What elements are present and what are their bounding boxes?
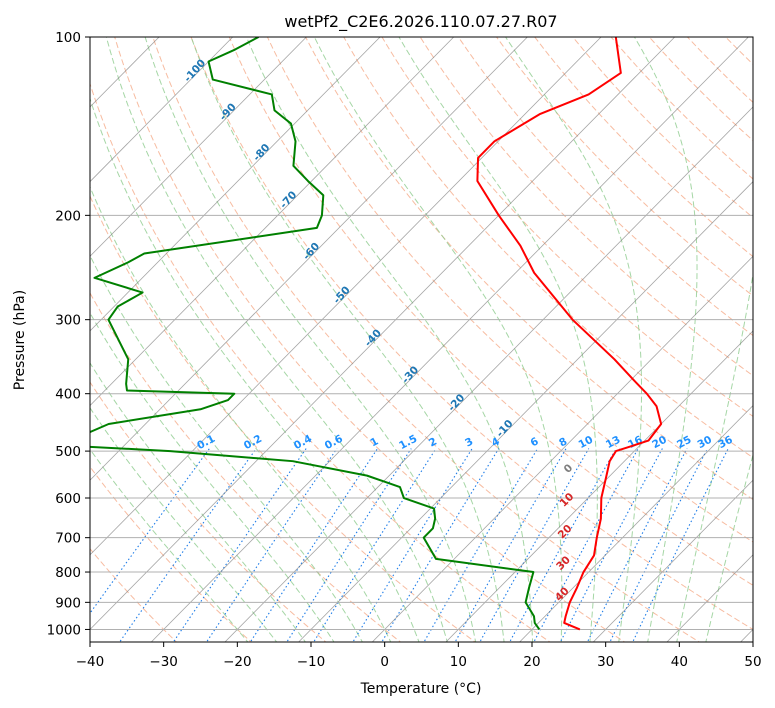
isotherm-line [90, 37, 381, 332]
mixing-ratio-line [249, 448, 379, 642]
isotherm-line [90, 37, 234, 183]
mixing-ratio-line [352, 448, 473, 642]
isotherm-line [592, 479, 753, 642]
chart-title: wetPf2_C2E6.2026.110.07.27.R07 [284, 12, 557, 32]
x-tick-label: 40 [671, 654, 688, 670]
mixing-ratio-line [286, 448, 412, 642]
y-tick-label: 600 [55, 491, 81, 507]
x-axis: −40 −30 −20 −10 0 10 20 30 40 50 [76, 642, 762, 670]
moist-adiabat [313, 37, 563, 642]
moist-adiabat [504, 37, 643, 642]
y-axis-title: Pressure (hPa) [12, 290, 28, 390]
dry-adiabat [457, 37, 753, 337]
mixing-ratio-line [509, 448, 617, 642]
dry-adiabat [343, 37, 753, 459]
dry-adiabat [228, 37, 753, 586]
y-tick-label: 700 [55, 531, 81, 547]
plot-area: -100-90-80-70-60-50-40-30-20-10 01020304… [90, 37, 753, 642]
moist-adiabat [105, 37, 448, 642]
mixing-ratio-line [479, 448, 590, 642]
x-tick-label: 50 [744, 654, 761, 670]
moist-adiabat [90, 311, 335, 642]
dry-adiabat [90, 194, 477, 642]
sounding-profiles [90, 37, 663, 631]
isotherm-line [371, 255, 753, 642]
moist-adiabat [245, 37, 534, 642]
moist-adiabat [144, 37, 477, 642]
isotherm-line [519, 404, 753, 642]
plot-frame [89, 36, 754, 643]
mixing-ratio-line [205, 448, 338, 642]
isotherm-line [90, 37, 676, 631]
isotherm-line [90, 37, 307, 257]
moist-adiabat [190, 37, 505, 642]
y-tick-label: 100 [55, 30, 81, 46]
y-axis: 100 200 300 400 500 600 700 800 900 1000 [47, 30, 90, 638]
y-tick-label: 1000 [47, 622, 81, 638]
mixing-ratio-line [423, 448, 539, 642]
dry-adiabat [266, 37, 753, 543]
isotherm-line [224, 106, 753, 642]
isobar-gridlines [90, 37, 753, 630]
temperature-line [476, 37, 663, 631]
y-tick-label: 900 [55, 595, 81, 611]
y-tick-label: 400 [55, 387, 81, 403]
x-tick-label: −10 [297, 654, 326, 670]
dry-adiabat [152, 37, 701, 642]
y-tick-label: 500 [55, 444, 81, 460]
moist-adiabat [676, 271, 753, 642]
isotherm-line [298, 181, 753, 642]
x-axis-title: Temperature (°C) [360, 681, 482, 697]
y-tick-label: 300 [55, 313, 81, 329]
mixing-ratio-line [609, 448, 709, 642]
isotherm-line [150, 37, 749, 642]
mixing-ratio-line [313, 448, 437, 642]
x-tick-label: −30 [149, 654, 178, 670]
x-tick-label: 10 [450, 654, 467, 670]
y-tick-label: 800 [55, 565, 81, 581]
moist-adiabat [633, 37, 698, 642]
isotherm-line [445, 330, 753, 642]
dewpoint-line [90, 37, 541, 631]
x-tick-label: 0 [380, 654, 389, 670]
isotherm-line [90, 37, 528, 481]
mixing-ratio-line [381, 448, 500, 642]
y-tick-label: 200 [55, 208, 81, 224]
x-tick-label: 20 [523, 654, 540, 670]
x-tick-label: −20 [223, 654, 252, 670]
x-tick-label: −40 [76, 654, 105, 670]
mixing-ratio-labels: 0.1 0.2 0.4 0.6 1 1.5 2 3 4 6 8 10 13 16 20 25 30 36 [195, 433, 735, 452]
isotherm-line [90, 37, 455, 407]
dry-adiabat [305, 37, 753, 501]
x-tick-label: 30 [597, 654, 614, 670]
dry-adiabat [381, 37, 753, 417]
mixing-ratio-line [586, 448, 688, 642]
mixing-ratio-line [172, 448, 307, 642]
